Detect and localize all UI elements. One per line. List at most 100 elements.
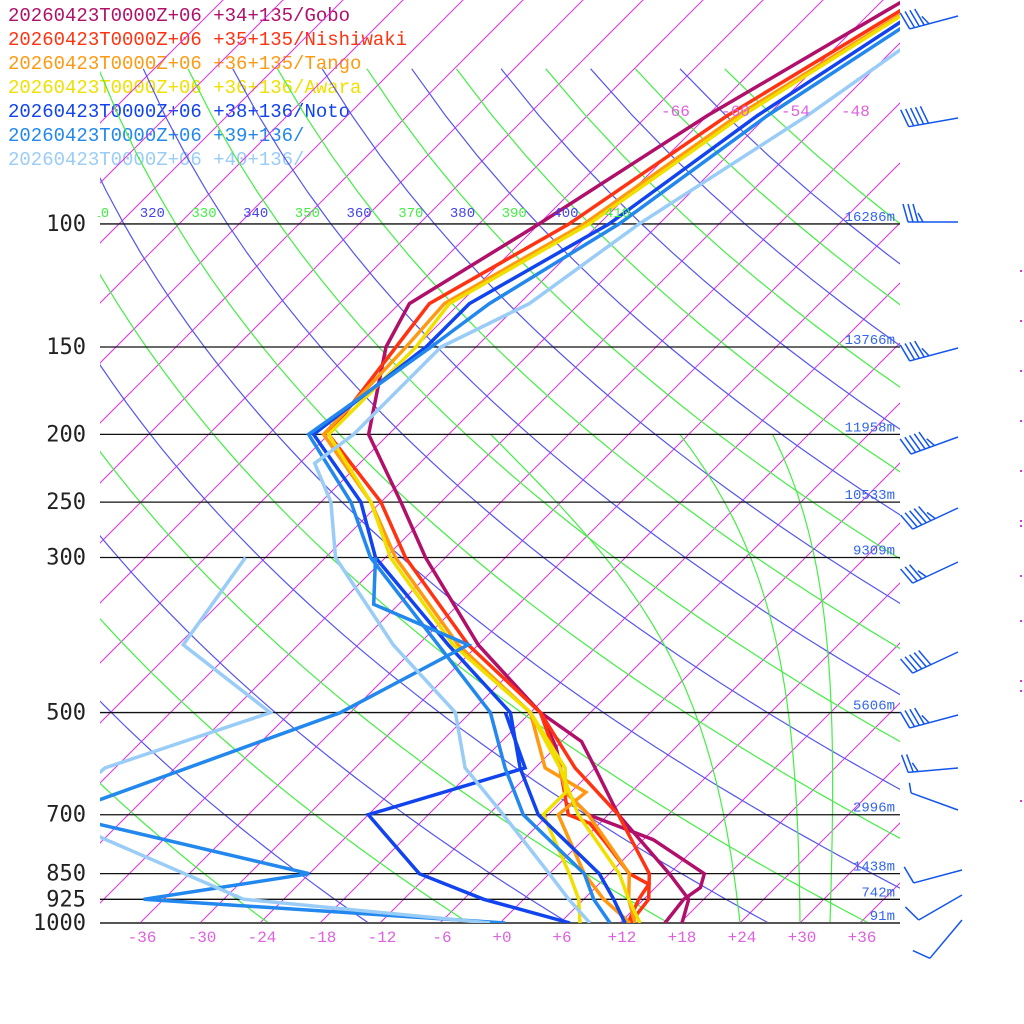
wind-barb: [899, 505, 959, 530]
dry-adiabat: [187, 68, 900, 743]
dewpoint-profile-6: [100, 556, 491, 923]
edge-tick: [1020, 680, 1022, 682]
dry-adiabat: [100, 617, 470, 923]
temperature-tick-label: +18: [668, 929, 697, 947]
barb-feather: [921, 714, 930, 724]
wind-barb: [903, 866, 963, 884]
edge-tick: [1020, 525, 1022, 527]
barb-feather: [909, 654, 923, 670]
isotherm-line: [100, 0, 824, 724]
pressure-lines: [100, 223, 900, 924]
temperature-tick-label: -18: [308, 929, 337, 947]
temperature-tick-label: -36: [128, 929, 157, 947]
height-label: 13766m: [845, 333, 895, 349]
isotherm-line: [439, 462, 900, 923]
barb-feather: [917, 570, 927, 578]
temperature-profile-4: [311, 20, 900, 923]
pressure-label: 250: [46, 490, 86, 515]
isotherm-line: [100, 0, 404, 304]
dry-adiabat: [100, 700, 370, 923]
temperature-tick-label: +30: [788, 929, 817, 947]
theta-label: 320: [140, 206, 165, 222]
barb-feather: [904, 108, 915, 127]
barb-staff: [908, 767, 959, 774]
barb-feather: [908, 435, 922, 452]
legend-entry: 20260423T0000Z+06 +34+135/Gobo: [8, 5, 351, 27]
barb-staff: [910, 792, 959, 811]
dry-adiabat: [276, 68, 900, 650]
wind-barb: [902, 203, 958, 223]
pressure-label: 300: [46, 545, 86, 570]
temperature-profile-1: [326, 8, 900, 923]
barb-feather: [911, 762, 919, 772]
barb-staff: [929, 919, 963, 959]
isotherm-line: [619, 642, 900, 923]
temperature-tick-label: -24: [248, 929, 277, 947]
moist-adiabat: [490, 433, 741, 923]
barb-feather: [914, 8, 925, 26]
dry-adiabat: [100, 450, 670, 923]
height-label: 2996m: [853, 801, 895, 817]
barb-feather: [899, 438, 912, 455]
isotherm-line: [499, 522, 900, 923]
temperature-tick-label: -6: [432, 929, 451, 947]
barb-staff: [909, 15, 959, 30]
barb-feather: [899, 12, 911, 30]
isotherm-top-label: -60: [721, 103, 750, 121]
theta-label: 310: [84, 206, 109, 222]
temperature-tick-label: -12: [368, 929, 397, 947]
wind-barb: [899, 561, 959, 584]
dry-adiabat: [232, 68, 900, 696]
barb-staff: [918, 894, 963, 921]
temperature-profile-2: [321, 13, 900, 923]
wind-barb: [899, 340, 959, 362]
dewpoint-profile-2: [528, 712, 632, 923]
height-label: 742m: [861, 885, 895, 901]
barb-staff: [909, 347, 959, 362]
wind-barb: [900, 106, 959, 128]
barb-feather: [904, 566, 918, 582]
isotherm-line: [739, 762, 900, 923]
barb-feather: [904, 11, 916, 29]
edge-tick: [1020, 575, 1022, 577]
temperature-tick-label: +24: [728, 929, 757, 947]
wind-barb: [899, 431, 959, 455]
temperature-tick-label: +36: [848, 929, 877, 947]
pressure-label: 700: [46, 803, 86, 828]
barb-feather: [918, 649, 932, 666]
moist-adiabats: [490, 433, 834, 923]
dry-adiabat: [100, 176, 900, 889]
pressure-label: 1000: [33, 911, 86, 936]
barb-feather: [908, 782, 912, 794]
dry-adiabat: [411, 68, 900, 516]
barb-feather: [899, 568, 914, 584]
wind-barb: [899, 8, 959, 30]
legend-entry: 20260423T0000Z+06 +38+136/Noto: [8, 101, 351, 123]
barb-feather: [900, 109, 910, 128]
dry-adiabat: [100, 70, 900, 839]
edge-tick: [1020, 420, 1022, 422]
isotherm-line: [100, 0, 224, 124]
legend: 20260423T0000Z+06 +34+135/Gobo 20260423T0…: [8, 4, 407, 172]
barb-feather: [899, 344, 911, 362]
barb-feather: [909, 107, 920, 126]
barb-feather: [904, 906, 920, 921]
temperature-tick-label: +6: [552, 929, 571, 947]
barb-feather: [904, 656, 918, 672]
barb-staff: [909, 714, 959, 729]
pressure-label: 500: [46, 701, 86, 726]
legend-entry: 20260423T0000Z+06 +36+136/Awara: [8, 77, 362, 99]
isotherm-top-label: -48: [841, 103, 870, 121]
dry-adiabat: [321, 68, 900, 605]
pressure-label: 100: [46, 212, 86, 237]
theta-label: 350: [295, 206, 320, 222]
height-label: 1438m: [853, 860, 895, 876]
height-label: 5606m: [853, 699, 895, 715]
profiles: [100, 0, 900, 923]
height-label: 9309m: [853, 543, 895, 559]
barb-staff: [912, 561, 959, 584]
temperature-tick-label: +12: [608, 929, 637, 947]
temperature-profile-5: [306, 26, 900, 923]
edge-tick: [1020, 470, 1022, 472]
